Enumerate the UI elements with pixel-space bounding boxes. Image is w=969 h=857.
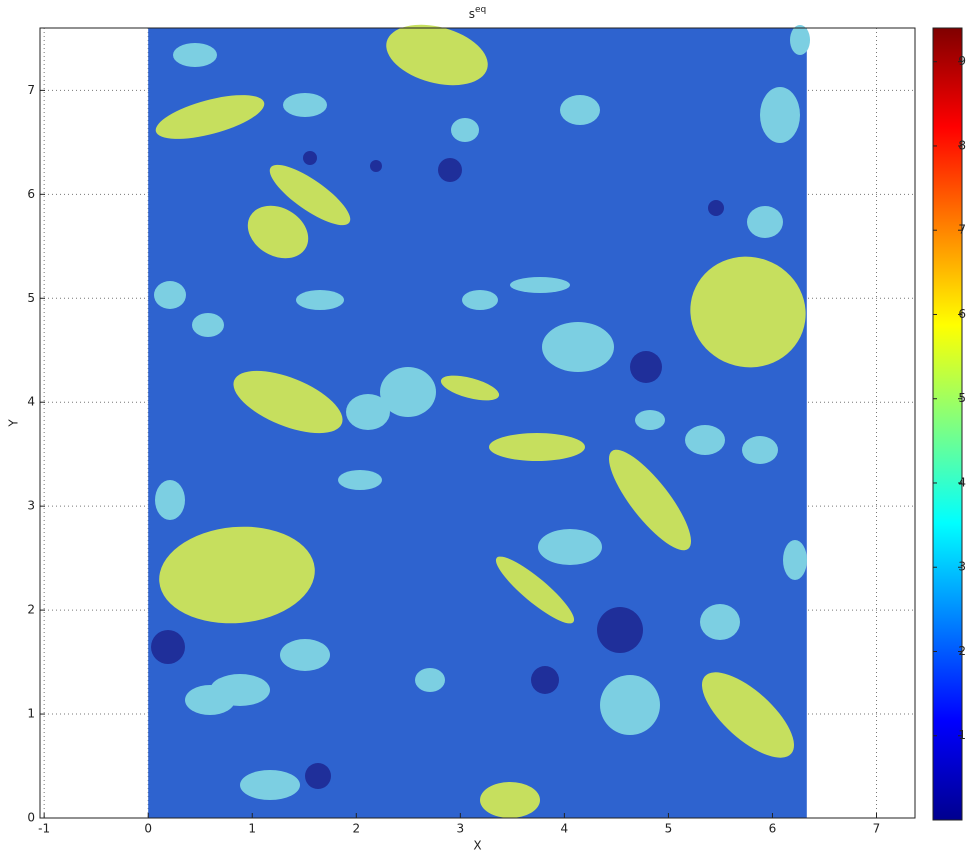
inclusion [240, 770, 300, 800]
inclusion [635, 410, 665, 430]
inclusion [438, 158, 462, 182]
inclusion [489, 433, 585, 461]
inclusion [538, 529, 602, 565]
x-tick-label: 7 [873, 822, 881, 836]
colorbar [932, 27, 963, 821]
x-tick-label: 3 [457, 822, 465, 836]
colorbar-tick-label: 3 [958, 560, 966, 574]
colorbar-tick-label: 9 [958, 54, 966, 68]
y-tick-label: 6 [27, 187, 35, 201]
y-tick-label: 1 [27, 707, 35, 721]
inclusion [380, 367, 436, 417]
x-tick-label: 2 [352, 822, 360, 836]
x-tick-label: 1 [248, 822, 256, 836]
x-tick-label: 6 [769, 822, 777, 836]
inclusion [440, 375, 500, 401]
inclusion [210, 674, 270, 706]
inclusion [685, 425, 725, 455]
inclusion [415, 668, 445, 692]
inclusion [159, 526, 315, 624]
inclusion [155, 95, 265, 139]
y-tick-label: 2 [27, 603, 35, 617]
inclusion [305, 763, 331, 789]
title-main: s [469, 7, 475, 21]
inclusion [173, 43, 217, 67]
inclusion [542, 322, 614, 372]
inclusion [742, 436, 778, 464]
inclusion [597, 607, 643, 653]
inclusion [700, 604, 740, 640]
colorbar-tick-label: 6 [958, 307, 966, 321]
inclusion [690, 256, 806, 368]
chart-title: seq [469, 5, 487, 21]
inclusion [280, 639, 330, 671]
inclusion [783, 540, 807, 580]
x-tick-label: 0 [144, 822, 152, 836]
inclusions [151, 24, 810, 818]
inclusion [296, 290, 344, 310]
inclusion [531, 666, 559, 694]
colorbar-tick-label: 4 [958, 475, 966, 489]
inclusion [760, 87, 800, 143]
y-tick-label: 5 [27, 291, 35, 305]
y-tick-label: 3 [27, 499, 35, 513]
inclusion [151, 630, 185, 664]
inclusion [747, 206, 783, 238]
colorbar-tick-label: 5 [958, 391, 966, 405]
inclusion [702, 672, 794, 758]
inclusion [560, 95, 600, 125]
colorbar-tick-label: 2 [958, 644, 966, 658]
inclusion [600, 675, 660, 735]
inclusion [451, 118, 479, 142]
plot-frame [39, 27, 916, 819]
inclusion [630, 351, 662, 383]
inclusion [708, 200, 724, 216]
inclusion [155, 480, 185, 520]
colorbar-tick-label: 8 [958, 138, 966, 152]
x-axis-label: X [473, 839, 481, 853]
inclusion [233, 370, 343, 434]
title-superscript: eq [475, 5, 486, 15]
inclusion [462, 290, 498, 310]
inclusion [386, 24, 488, 86]
inclusion [608, 449, 692, 551]
inclusion [303, 151, 317, 165]
y-tick-label: 7 [27, 83, 35, 97]
inclusion [338, 470, 382, 490]
inclusion [154, 281, 186, 309]
inclusion [269, 164, 351, 226]
y-tick-label: 0 [27, 811, 35, 825]
colorbar-tick-label: 7 [958, 223, 966, 237]
inclusion [283, 93, 327, 117]
inclusion [510, 277, 570, 293]
colorbar-tick-label: 1 [958, 728, 966, 742]
inclusion [247, 205, 309, 259]
x-tick-label: -1 [38, 822, 50, 836]
inclusion [495, 556, 575, 624]
inclusion [480, 782, 540, 818]
inclusion [370, 160, 382, 172]
x-tick-label: 5 [665, 822, 673, 836]
inclusion [346, 394, 390, 430]
inclusion [790, 25, 810, 55]
y-axis-label: Y [7, 419, 21, 428]
y-tick-label: 4 [27, 395, 35, 409]
inclusion [192, 313, 224, 337]
x-tick-label: 4 [561, 822, 569, 836]
